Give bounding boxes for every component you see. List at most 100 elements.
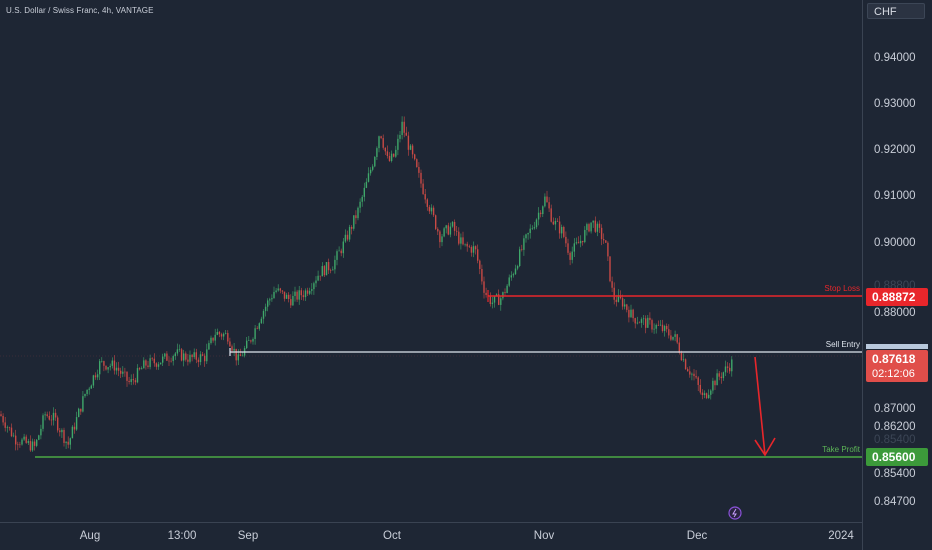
candle-body <box>632 309 634 319</box>
candle-body <box>527 233 529 235</box>
time-tick-label: 13:00 <box>168 530 197 542</box>
candle-body <box>537 212 540 220</box>
currency-badge[interactable]: CHF <box>867 3 925 19</box>
symbol-title[interactable]: U.S. Dollar / Swiss Franc, 4h, VANTAGE <box>6 6 154 15</box>
candle-body <box>65 441 67 443</box>
candle-body <box>0 414 2 416</box>
candle-body <box>399 135 401 139</box>
candle-body <box>36 439 38 446</box>
candle-body <box>185 353 187 360</box>
candle-body <box>647 317 649 328</box>
candle-body <box>659 324 662 326</box>
price-tick-label: 0.86200 <box>874 421 916 433</box>
candle-body <box>46 414 48 416</box>
candle-body <box>126 371 128 381</box>
candle-body <box>542 206 544 215</box>
price-tick-label: 0.85400 <box>874 468 916 480</box>
candle-body <box>582 240 584 243</box>
candle-body <box>260 318 263 324</box>
candle-body <box>321 266 323 277</box>
candle-body <box>506 285 508 293</box>
candle-body <box>327 262 330 271</box>
candle-body <box>92 375 95 386</box>
candle-body <box>136 368 139 383</box>
candle-body <box>712 380 714 391</box>
candle-body <box>556 220 559 222</box>
candle-body <box>468 246 470 248</box>
candle-body <box>504 292 506 293</box>
candle-body <box>630 309 632 318</box>
candle-body <box>403 121 405 133</box>
candle-body <box>670 335 672 340</box>
candle-body <box>86 389 88 394</box>
candle-body <box>269 299 271 301</box>
candle-body <box>676 334 678 343</box>
lightning-icon[interactable] <box>728 506 742 520</box>
candle-body <box>355 215 357 219</box>
stop-loss-price-tag[interactable] <box>866 288 928 306</box>
candle-body <box>159 362 162 365</box>
candle-body <box>378 136 380 149</box>
candle-body <box>678 342 680 353</box>
candle-body <box>332 269 334 271</box>
candle-body <box>693 373 695 377</box>
candle-body <box>462 237 464 245</box>
candle-body <box>414 154 416 160</box>
time-axis[interactable] <box>0 522 862 550</box>
candle-body <box>374 156 376 167</box>
candle-body <box>15 435 17 445</box>
candle-body <box>168 360 170 362</box>
candle-body <box>141 368 143 370</box>
candle-body <box>90 385 92 389</box>
candle-body <box>264 306 267 312</box>
candles <box>0 116 733 452</box>
price-tick-label: 0.84700 <box>874 496 916 508</box>
price-tick-label: 0.92000 <box>874 144 916 156</box>
candle-body <box>445 225 447 229</box>
candle-body <box>718 373 720 377</box>
candle-body <box>313 283 315 290</box>
candle-body <box>101 361 103 362</box>
candle-body <box>8 427 11 428</box>
candle-body <box>634 318 636 324</box>
candle-body <box>306 290 309 294</box>
candle-body <box>472 246 475 253</box>
candle-body <box>407 135 410 150</box>
candle-body <box>189 354 191 362</box>
candle-body <box>151 358 153 359</box>
last-price-tag[interactable] <box>866 350 928 382</box>
time-tick-label: Oct <box>383 530 402 542</box>
candle-body <box>248 340 250 341</box>
candle-body <box>145 360 147 366</box>
sell-entry-price-tag[interactable] <box>866 344 928 349</box>
candle-body <box>12 435 15 437</box>
candle-body <box>2 415 4 423</box>
candle-body <box>605 240 607 243</box>
candle-body <box>586 224 588 231</box>
take-profit-price-tag[interactable] <box>866 448 928 466</box>
candle-body <box>180 349 183 361</box>
candle-body <box>294 291 296 296</box>
candle-body <box>134 380 137 383</box>
candle-body <box>225 333 227 334</box>
candle-body <box>672 336 674 340</box>
candle-body <box>252 338 254 342</box>
candle-body <box>262 311 265 319</box>
candle-body <box>84 393 86 397</box>
time-tick-label: Dec <box>687 530 708 542</box>
candle-body <box>386 151 389 157</box>
candle-body <box>531 228 533 230</box>
candle-body <box>603 239 605 241</box>
candle-body <box>17 444 19 446</box>
candle-body <box>636 322 638 324</box>
candle-body <box>235 348 237 361</box>
candle-body <box>267 300 269 307</box>
candle-body <box>130 379 132 383</box>
candle-body <box>120 370 122 374</box>
candle-body <box>204 355 206 362</box>
candle-body <box>533 227 536 229</box>
candle-body <box>82 396 84 412</box>
candle-body <box>365 181 368 188</box>
candle-body <box>474 246 477 250</box>
